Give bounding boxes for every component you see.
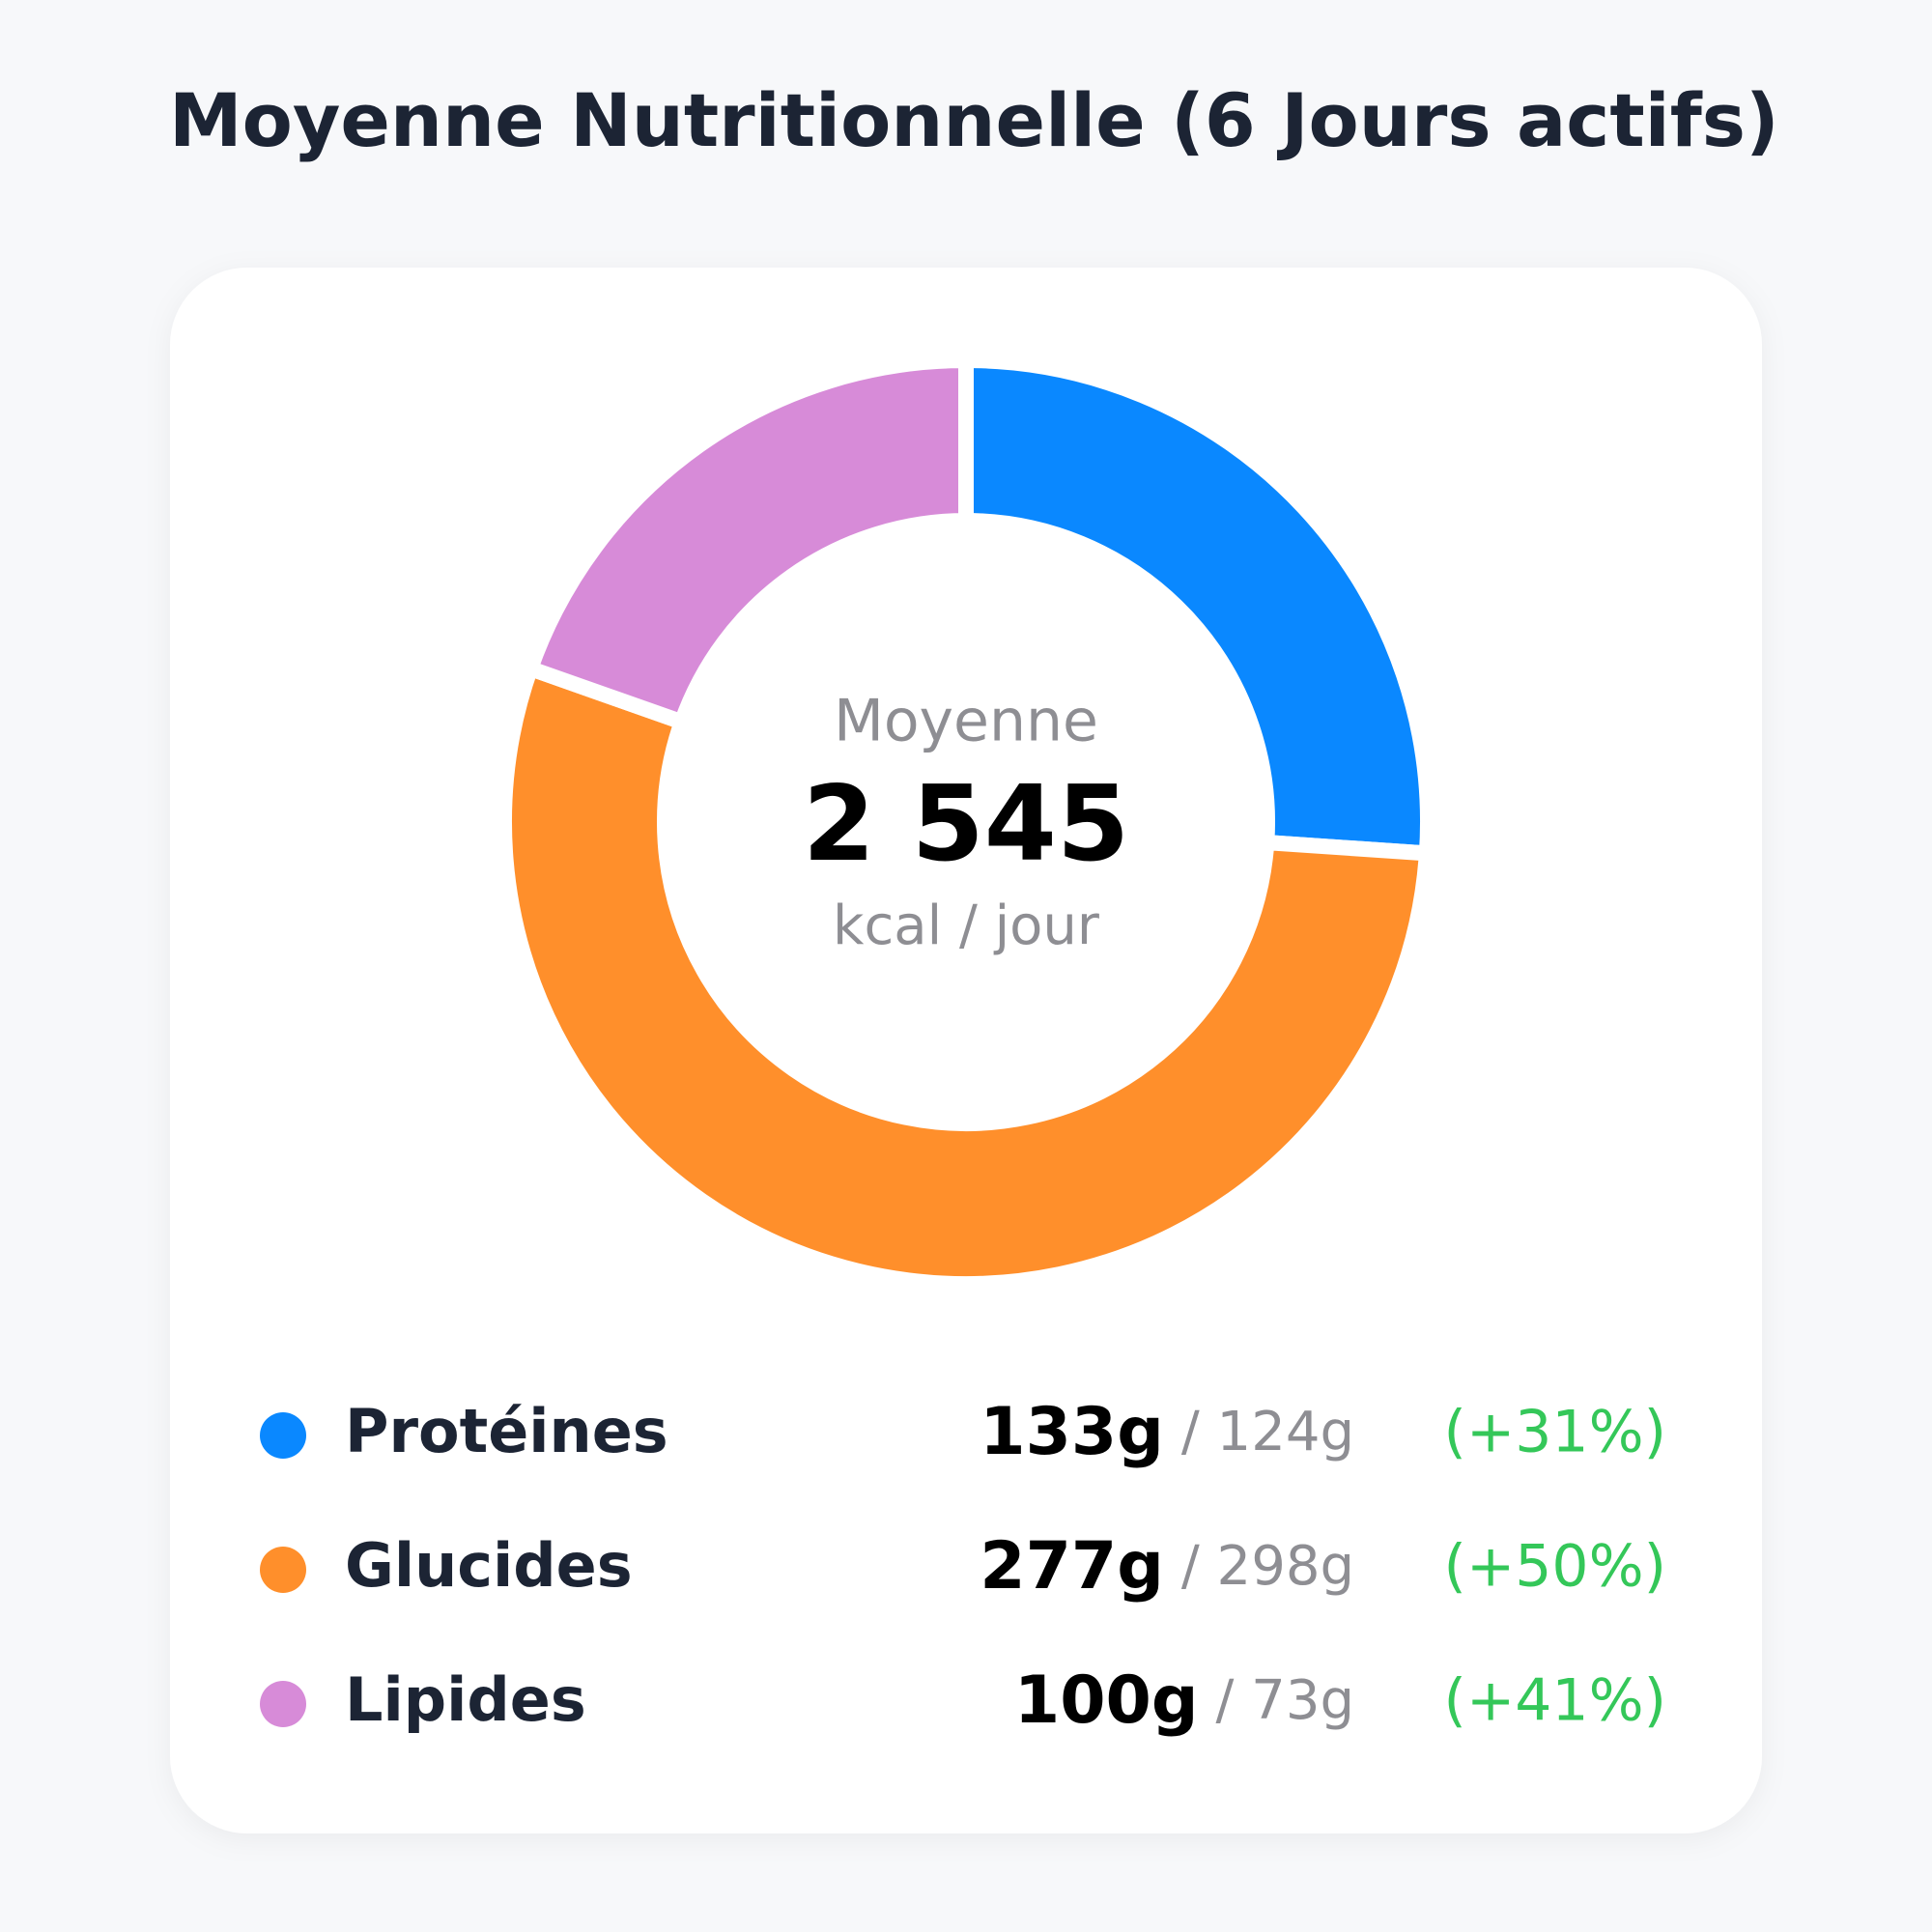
donut-segment xyxy=(958,353,1435,862)
chart-title: Moyenne Nutritionnelle (6 Jours actifs) xyxy=(169,77,1779,163)
legend: Protéines 133g / 124g (+31%) Glucides 277g / 2… xyxy=(260,1394,1666,1739)
legend-label: Glucides xyxy=(345,1530,633,1601)
intake-target: / 124g xyxy=(1181,1401,1354,1463)
delta: (+50%) xyxy=(1444,1533,1666,1601)
donut-segment xyxy=(496,661,1435,1292)
intake-value: 100g xyxy=(1014,1662,1199,1739)
donut xyxy=(496,353,1435,1292)
donut-segment xyxy=(523,353,974,730)
legend-label: Lipides xyxy=(345,1664,586,1735)
intake-target: / 73g xyxy=(1216,1669,1354,1732)
intake: 277g / 298g xyxy=(980,1528,1354,1605)
delta: (+31%) xyxy=(1444,1399,1666,1466)
delta: (+41%) xyxy=(1444,1667,1666,1735)
intake: 100g / 73g xyxy=(1014,1662,1354,1739)
center-value: 2 545 xyxy=(803,764,1129,885)
center-label: Moyenne xyxy=(834,688,1098,755)
legend-dot xyxy=(260,1681,306,1727)
intake-value: 277g xyxy=(980,1528,1164,1605)
intake: 133g / 124g xyxy=(980,1394,1354,1470)
center-unit: kcal / jour xyxy=(833,895,1100,957)
legend-dot xyxy=(260,1412,306,1459)
intake-value: 133g xyxy=(980,1394,1164,1470)
legend-label: Protéines xyxy=(345,1396,668,1466)
legend-dot xyxy=(260,1547,306,1593)
intake-target: / 298g xyxy=(1181,1535,1354,1598)
